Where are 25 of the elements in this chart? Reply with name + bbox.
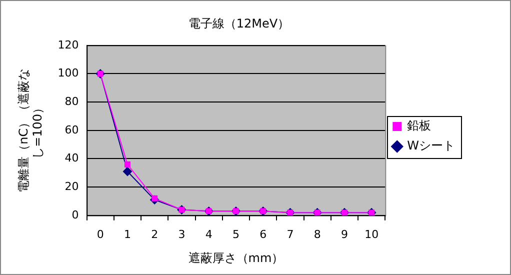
y-tick-label: 120 [58,38,79,52]
x-tick-label: 8 [314,228,321,241]
y-tick-label: 100 [58,66,79,80]
x-tick-label: 4 [205,228,212,241]
x-tick-label: 10 [364,228,379,241]
x-tick-label: 3 [178,228,186,241]
y-tick-label: 80 [64,94,79,108]
x-tick-label: 0 [96,228,104,241]
y-tick-label: 0 [72,208,79,222]
point [124,161,130,168]
x-tick-label: 9 [340,228,348,241]
legend-label: Wシート [407,138,456,153]
chart-title: 電子線（12MeV） [188,16,290,30]
y-axis-title: 電離量（nC）（遮蔽なし=100） [16,68,45,192]
x-tick-label: 1 [124,228,131,241]
x-tick-label: 2 [151,228,158,241]
y-tick-label: 60 [64,123,79,136]
x-tick-label: 6 [260,228,267,241]
y-tick-label: 40 [64,152,79,165]
x-tick-label: 5 [232,228,240,241]
point [122,166,132,176]
x-tick-label: 7 [286,228,294,241]
x-axis-title: 遮蔽厚さ（mm） [188,250,284,265]
y-tick-label: 20 [64,180,79,193]
legend-label: 鉛板 [407,118,432,133]
